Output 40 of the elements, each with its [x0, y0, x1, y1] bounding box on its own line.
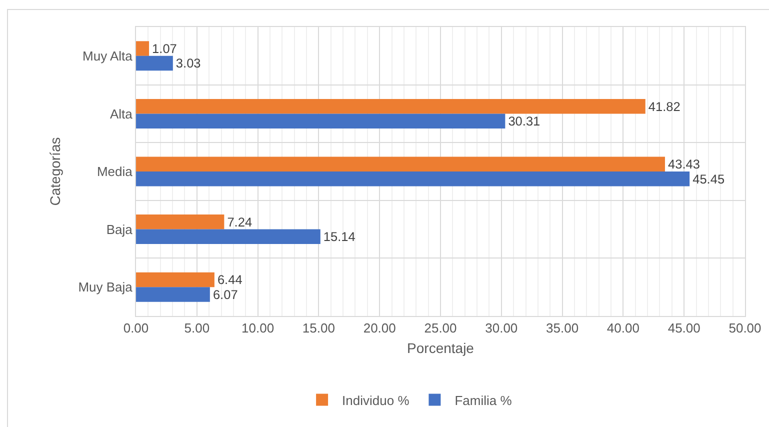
y-tick-label: Baja: [106, 222, 134, 237]
x-tick-label: 10.00: [242, 320, 274, 336]
bar: [136, 229, 320, 244]
legend-label: Individuo %: [342, 392, 410, 408]
data-label: 6.07: [212, 286, 238, 302]
data-label: 6.44: [217, 272, 242, 288]
x-tick-label: 20.00: [363, 320, 396, 336]
x-tick-label: 25.00: [424, 320, 457, 336]
data-label: 43.43: [668, 156, 700, 172]
data-label: 45.45: [692, 171, 725, 186]
data-label: 41.82: [648, 98, 680, 114]
x-tick-label: 5.00: [184, 320, 210, 336]
data-label: 7.24: [227, 214, 252, 230]
y-tick-label: Muy Baja: [78, 280, 134, 295]
legend-label: Familia %: [454, 392, 512, 408]
x-tick-label: 35.00: [546, 320, 579, 336]
data-label: 30.31: [508, 113, 540, 128]
bar: [136, 214, 224, 230]
bar: [136, 272, 214, 288]
bar: [136, 287, 210, 302]
bar: [136, 172, 690, 186]
data-label: 1.07: [152, 40, 177, 56]
bar: [136, 41, 150, 56]
x-tick-label: 15.00: [302, 320, 335, 336]
x-tick-label: 0.00: [123, 320, 149, 336]
bar: [136, 56, 173, 71]
data-label: 15.14: [323, 229, 356, 244]
y-tick-label: Media: [96, 164, 134, 180]
data-label: 3.03: [176, 56, 201, 71]
x-tick-label: 30.00: [485, 320, 518, 336]
bar: [136, 156, 665, 172]
y-tick-label: Alta: [110, 106, 134, 122]
y-axis-title: Categorías: [46, 137, 63, 206]
bar: [136, 114, 506, 128]
bar: [136, 98, 646, 114]
y-tick-label: Muy Alta: [82, 48, 134, 64]
x-axis-title: Porcentaje: [407, 340, 474, 356]
x-tick-label: 50.00: [728, 320, 762, 336]
x-tick-label: 45.00: [668, 320, 700, 336]
x-tick-label: 40.00: [606, 320, 640, 336]
